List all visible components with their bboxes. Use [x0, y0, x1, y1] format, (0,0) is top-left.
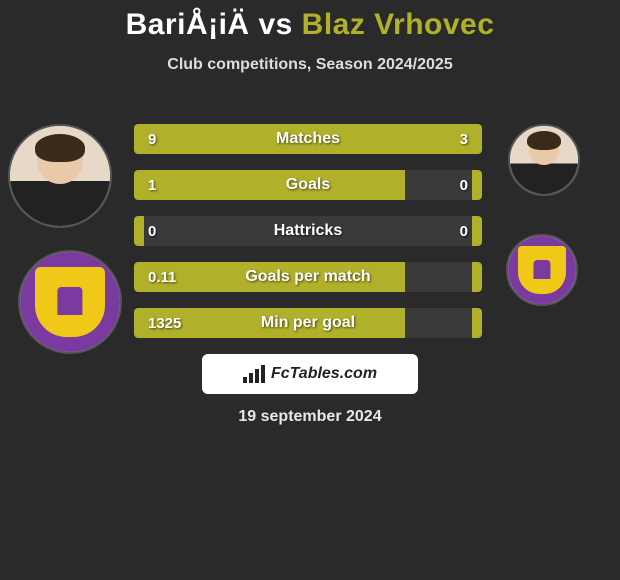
page-title: BariÅ¡iÄ vs Blaz Vrhovec [0, 0, 620, 42]
stat-row: 1325Min per goal [134, 308, 482, 338]
player-hair [35, 134, 85, 162]
stat-bars: 93Matches 10Goals 00Hattricks 0.11Goals per… [134, 124, 482, 354]
crest-bg [508, 236, 576, 304]
stat-label: Min per goal [134, 308, 482, 338]
crest-castle-icon [533, 260, 550, 279]
player-hair [527, 131, 561, 150]
player1-name: BariÅ¡iÄ [126, 8, 250, 41]
player1-club-crest [18, 250, 122, 354]
stat-row: 93Matches [134, 124, 482, 154]
crest-bg [20, 252, 120, 352]
player2-club-crest [506, 234, 578, 306]
vs-text: vs [258, 8, 292, 41]
date-text: 19 september 2024 [0, 408, 620, 426]
crest-castle-icon [57, 287, 82, 315]
player2-avatar [508, 124, 580, 196]
player2-name: Blaz Vrhovec [302, 8, 495, 41]
player1-avatar [8, 124, 112, 228]
stat-row: 0.11Goals per match [134, 262, 482, 292]
stat-label: Hattricks [134, 216, 482, 246]
crest-shield [35, 267, 105, 337]
stat-row: 10Goals [134, 170, 482, 200]
stat-row: 00Hattricks [134, 216, 482, 246]
comparison-card: BariÅ¡iÄ vs Blaz Vrhovec Club competitio… [0, 0, 620, 580]
stat-label: Goals per match [134, 262, 482, 292]
stat-label: Goals [134, 170, 482, 200]
branding-box: FcTables.com [202, 354, 418, 394]
branding-text: FcTables.com [271, 365, 377, 383]
stat-label: Matches [134, 124, 482, 154]
subtitle: Club competitions, Season 2024/2025 [0, 56, 620, 74]
crest-shield [518, 246, 566, 294]
bar-chart-icon [243, 365, 265, 383]
